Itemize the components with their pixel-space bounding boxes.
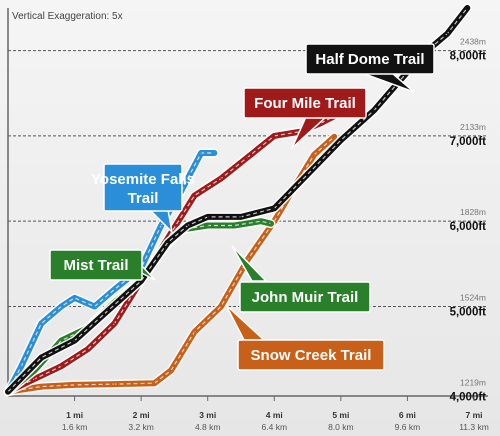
callout-label-half-dome: Half Dome Trail [315, 51, 424, 68]
data-point [113, 383, 116, 385]
data-point [240, 216, 242, 218]
callout-mist: Mist Trail [49, 249, 156, 281]
data-point [313, 153, 316, 156]
data-point [246, 156, 249, 158]
series-dash [7, 114, 338, 393]
callout-snow-creek: Snow Creek Trail [225, 304, 385, 371]
data-point [446, 32, 449, 35]
data-point [220, 177, 222, 180]
data-point [60, 365, 63, 368]
data-point [107, 309, 109, 312]
callout-label-mist: Mist Trail [63, 257, 128, 274]
y-tick-meters: 2133m [460, 122, 486, 132]
x-tick-miles: 2 mi [133, 410, 150, 420]
x-tick-miles: 1 mi [66, 410, 83, 420]
data-point [200, 152, 202, 154]
y-tick-feet: 8,000ft [450, 51, 487, 63]
callout-label-john-muir: John Muir Trail [252, 289, 359, 306]
data-point [206, 224, 209, 227]
y-tick-feet: 4,000ft [450, 392, 487, 404]
data-point [193, 194, 196, 197]
y-tick-feet: 7,000ft [450, 136, 487, 148]
data-point [466, 7, 469, 9]
callout-label-yosemite-falls-line2: Trail [128, 190, 159, 207]
data-point [246, 258, 249, 261]
data-point [213, 152, 216, 154]
data-point [306, 173, 309, 176]
y-tick-meters: 1828m [460, 207, 486, 217]
callout-john-muir: John Muir Trail [231, 245, 371, 313]
series-line [5, 150, 218, 395]
series-yosemite-falls-trail [3, 148, 219, 397]
x-tick-km: 9.6 km [395, 422, 421, 432]
data-point [87, 348, 89, 350]
data-point [273, 207, 276, 210]
data-point [167, 241, 169, 244]
data-point [373, 109, 375, 112]
x-tick-miles: 3 mi [199, 410, 216, 420]
data-point [73, 339, 76, 342]
x-tick-miles: 6 mi [399, 410, 416, 420]
data-point [233, 224, 236, 227]
data-point [260, 220, 262, 222]
data-point [273, 135, 276, 137]
x-tick-miles: 5 mi [332, 410, 349, 420]
data-point [153, 382, 156, 385]
data-point [60, 339, 63, 342]
data-point [193, 331, 196, 333]
series-four-mile-trail [3, 110, 342, 397]
x-tick-km: 8.0 km [328, 422, 354, 432]
data-point [73, 384, 76, 386]
data-point [160, 224, 162, 227]
data-point [40, 356, 43, 359]
x-tick-km: 3.2 km [128, 422, 154, 432]
y-tick-feet: 6,000ft [450, 221, 487, 233]
x-tick-miles: 7 mi [465, 410, 482, 420]
data-point [93, 305, 96, 308]
axes [7, 8, 488, 397]
data-point [73, 297, 76, 299]
data-point [186, 224, 189, 227]
data-point [170, 369, 172, 372]
callout-four-mile: Four Mile Trail [243, 87, 367, 149]
data-point [60, 305, 63, 308]
x-tick-km: 6.4 km [262, 422, 288, 432]
data-point [333, 136, 336, 138]
x-tick-miles: 4 mi [266, 410, 283, 420]
data-point [7, 390, 9, 393]
x-tick-km: 1.6 km [62, 422, 88, 432]
x-tick-km: 4.8 km [195, 422, 221, 432]
y-tick-meters: 1524m [460, 292, 486, 302]
x-axis-labels: 1 mi 1.6 km 2 mi 3.2 km 3 mi 4.8 km 4 mi 6.4 km… [62, 396, 489, 432]
vertical-exaggeration-note: Vertical Exaggeration: 5x [12, 11, 123, 22]
data-point [33, 378, 36, 380]
callout-yosemite-falls: Yosemite Falls Trail [91, 163, 195, 235]
data-point [113, 288, 116, 291]
callout-label-snow-creek: Snow Creek Trail [251, 347, 372, 364]
y-tick-meters: 2438m [460, 37, 486, 47]
data-point [220, 305, 222, 308]
x-tick-km: 11.3 km [459, 422, 489, 432]
data-point [20, 365, 23, 368]
y-tick-meters: 1219m [460, 378, 486, 388]
callout-label-yosemite-falls-line1: Yosemite Falls [91, 171, 195, 188]
data-point [40, 322, 43, 325]
callout-label-four-mile: Four Mile Trail [254, 95, 356, 112]
y-axis-labels: 1219m 4,000ft 1524m 5,000ft 1828m 6,000ft 2133… [450, 37, 487, 404]
data-point [340, 139, 342, 141]
y-tick-feet: 5,000ft [450, 306, 487, 318]
data-point [113, 322, 116, 325]
callout-half-dome: Half Dome Trail [305, 43, 435, 93]
data-point [206, 216, 209, 218]
data-point [270, 222, 272, 225]
data-point [40, 385, 43, 388]
